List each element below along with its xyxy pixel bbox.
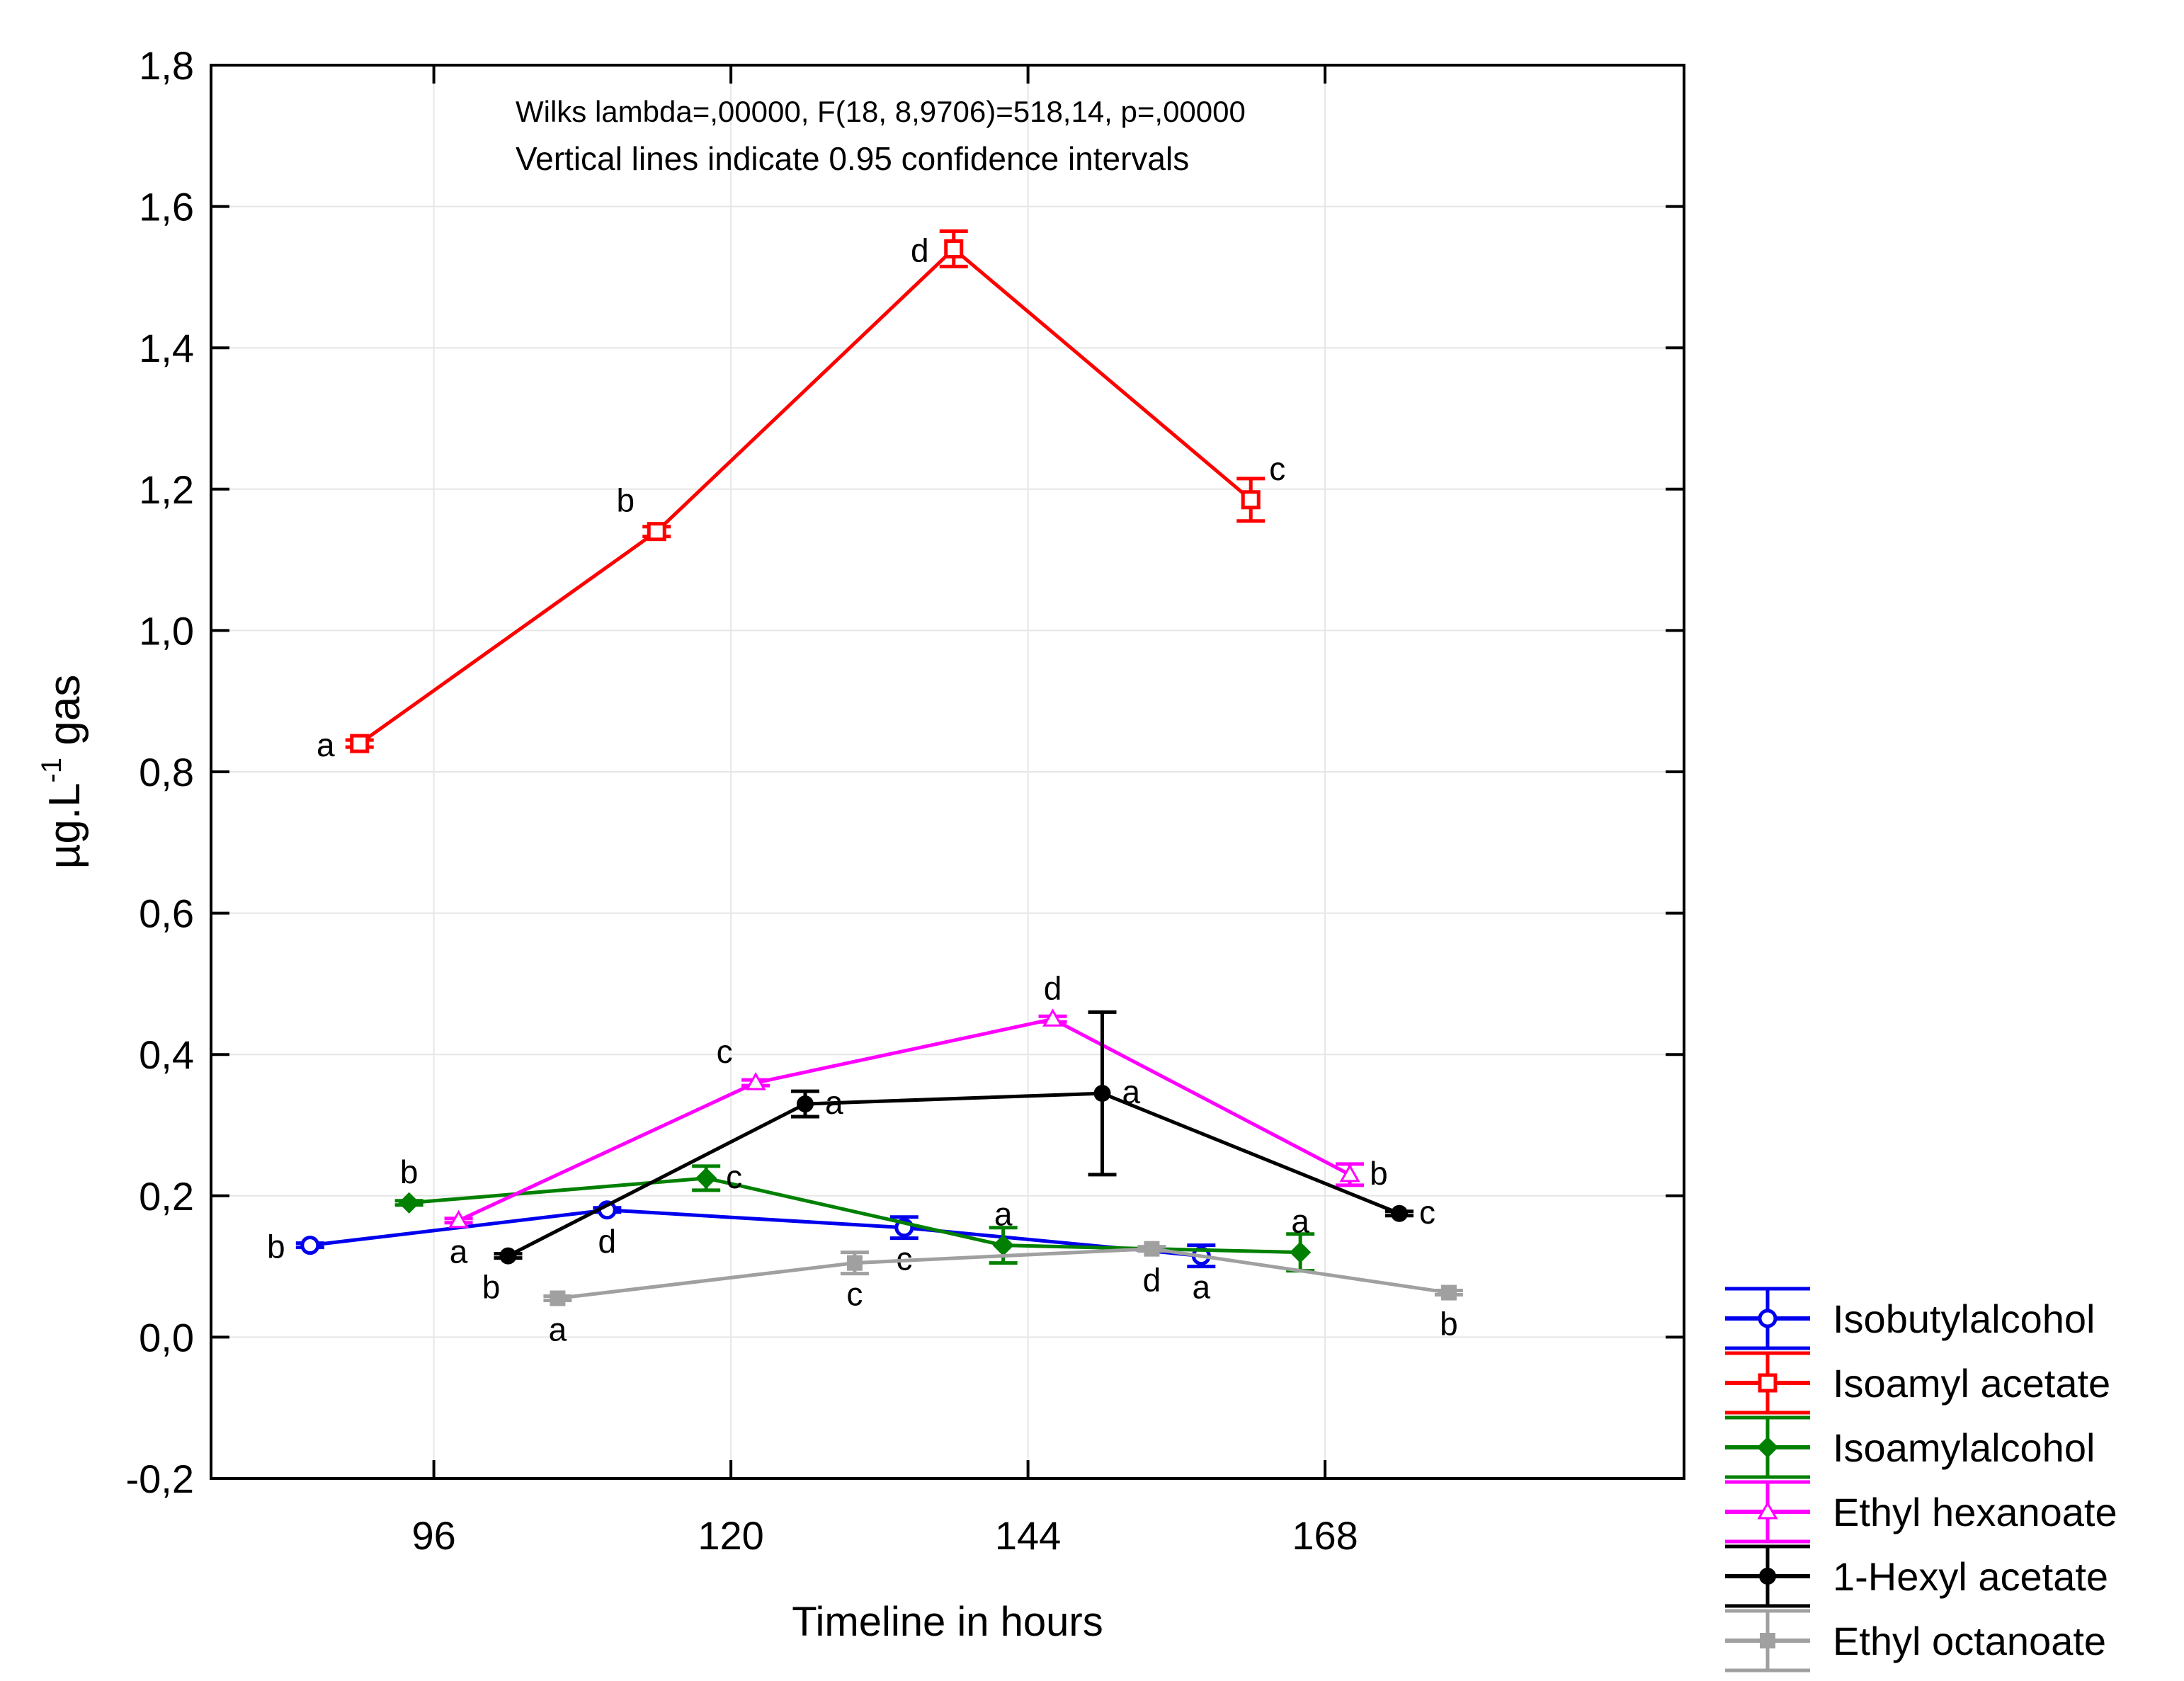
y-tick-label: 1,2: [139, 467, 194, 512]
series-1-hexyl-acetate: b a a c: [482, 1010, 1435, 1306]
y-tick-label: 1,6: [139, 185, 194, 229]
data-point: [300, 1236, 320, 1255]
data-point: [1241, 490, 1261, 510]
legend-item: Ethyl hexanoate: [1725, 1480, 2117, 1544]
data-point: [1093, 1085, 1111, 1102]
data-point: [499, 1247, 517, 1265]
legend-item: 1-Hexyl acetate: [1725, 1544, 2108, 1608]
legend-label: Ethyl hexanoate: [1833, 1490, 2117, 1534]
significance-letter: b: [267, 1229, 285, 1265]
significance-letter: d: [1044, 969, 1062, 1006]
y-tick-label: -0,2: [126, 1457, 195, 1501]
series-line: [358, 246, 1252, 746]
significance-letter: c: [846, 1276, 863, 1313]
data-point: [944, 239, 964, 258]
legend-item: Isobutylalcohol: [1725, 1287, 2095, 1350]
data-point: [1042, 1008, 1064, 1027]
y-tick-label: 0,8: [139, 750, 194, 794]
significance-letter: a: [317, 726, 335, 763]
data-point: [846, 1255, 863, 1271]
data-point: [1290, 1241, 1312, 1263]
significance-letter: d: [1143, 1262, 1161, 1299]
x-tick-label: 144: [995, 1513, 1061, 1558]
legend-marker: [1756, 1436, 1779, 1459]
y-tick-label: 0,6: [139, 891, 194, 936]
significance-letter: c: [717, 1033, 733, 1070]
y-tick-label: 1,0: [139, 608, 194, 653]
significance-letter: a: [994, 1196, 1013, 1233]
significance-letter: c: [896, 1241, 912, 1277]
legend-marker: [1758, 1309, 1778, 1328]
annotation-line-1: Wilks lambda=,00000, F(18, 8,9706)=518,1…: [516, 95, 1246, 128]
legend-label: 1-Hexyl acetate: [1833, 1554, 2108, 1599]
significance-letter: b: [1370, 1155, 1388, 1192]
data-point: [1390, 1204, 1408, 1222]
legend-label: Ethyl octanoate: [1833, 1619, 2106, 1663]
significance-letter: a: [1122, 1073, 1140, 1110]
data-point: [1144, 1241, 1160, 1257]
data-point: [398, 1192, 420, 1214]
legend-marker: [1757, 1500, 1778, 1520]
y-tick-label: 0,0: [139, 1315, 194, 1360]
y-axis-label-superscript: -1: [36, 758, 67, 783]
significance-letter: a: [549, 1311, 567, 1348]
y-axis-label-main: µg.L: [40, 782, 89, 869]
significance-letter: a: [1291, 1203, 1309, 1240]
significance-letter: a: [825, 1084, 843, 1121]
significance-letter: b: [1440, 1306, 1458, 1343]
legend-item: Isoamyl acetate: [1725, 1351, 2110, 1415]
series-line: [457, 1017, 1351, 1222]
significance-letter: b: [400, 1153, 419, 1190]
significance-letter: d: [598, 1223, 617, 1260]
axis-ticks: -0,2 0,0 0,2 0,4 0,6 0,8 1,0 1,2 1,4 1,6 1,8 96 120 1…: [126, 43, 1684, 1558]
legend-item: Isoamylalcohol: [1725, 1415, 2095, 1479]
x-axis-label: Timeline in hours: [792, 1599, 1103, 1645]
series-line: [507, 1091, 1400, 1258]
y-axis-label-suffix: gas: [40, 675, 89, 758]
data-point: [448, 1209, 470, 1229]
significance-letter: b: [616, 482, 635, 519]
data-point: [796, 1095, 814, 1113]
significance-letter: c: [726, 1158, 742, 1195]
y-tick-label: 0,2: [139, 1174, 194, 1219]
legend-marker: [1759, 1568, 1776, 1585]
x-tick-label: 96: [411, 1513, 455, 1558]
legend-item: Ethyl octanoate: [1725, 1609, 2106, 1673]
legend-label: Isobutylalcohol: [1833, 1297, 2095, 1341]
legend-marker: [1760, 1633, 1775, 1648]
x-tick-label: 120: [698, 1513, 763, 1558]
x-tick-label: 168: [1292, 1513, 1358, 1558]
data-point: [695, 1167, 717, 1189]
significance-letter: a: [1193, 1269, 1211, 1306]
significance-letter: c: [1419, 1194, 1435, 1231]
y-tick-label: 1,4: [139, 326, 194, 370]
legend-label: Isoamyl acetate: [1833, 1361, 2110, 1406]
grid: [211, 65, 1684, 1478]
data-point: [350, 734, 370, 753]
significance-letter: c: [1269, 450, 1285, 487]
data-point: [550, 1290, 566, 1306]
legend-label: Isoamylalcohol: [1833, 1425, 2095, 1470]
y-tick-label: 0,4: [139, 1032, 194, 1077]
legend: Isobutylalcohol Isoamyl acetate Isoamylalc…: [1725, 1287, 2117, 1673]
y-axis-label: µg.L-1 gas: [36, 675, 89, 870]
significance-letter: a: [450, 1233, 468, 1270]
significance-letter: b: [482, 1269, 501, 1306]
legend-marker: [1758, 1373, 1778, 1393]
series-line: [557, 1247, 1450, 1300]
data-point: [745, 1072, 766, 1090]
series-ethyl-octanoate: a c d b: [543, 1241, 1463, 1348]
annotation-line-2: Vertical lines indicate 0.95 confidence …: [516, 140, 1189, 177]
data-point: [647, 522, 666, 542]
y-tick-label: 1,8: [139, 43, 194, 88]
series-isoamyl-acetate: a b d c: [317, 229, 1285, 763]
data-point: [1339, 1163, 1360, 1183]
significance-letter: d: [911, 232, 929, 268]
annotation: Wilks lambda=,00000, F(18, 8,9706)=518,1…: [516, 95, 1246, 177]
series-ethyl-hexanoate: a c d b: [444, 969, 1388, 1270]
data-point: [1440, 1284, 1457, 1301]
